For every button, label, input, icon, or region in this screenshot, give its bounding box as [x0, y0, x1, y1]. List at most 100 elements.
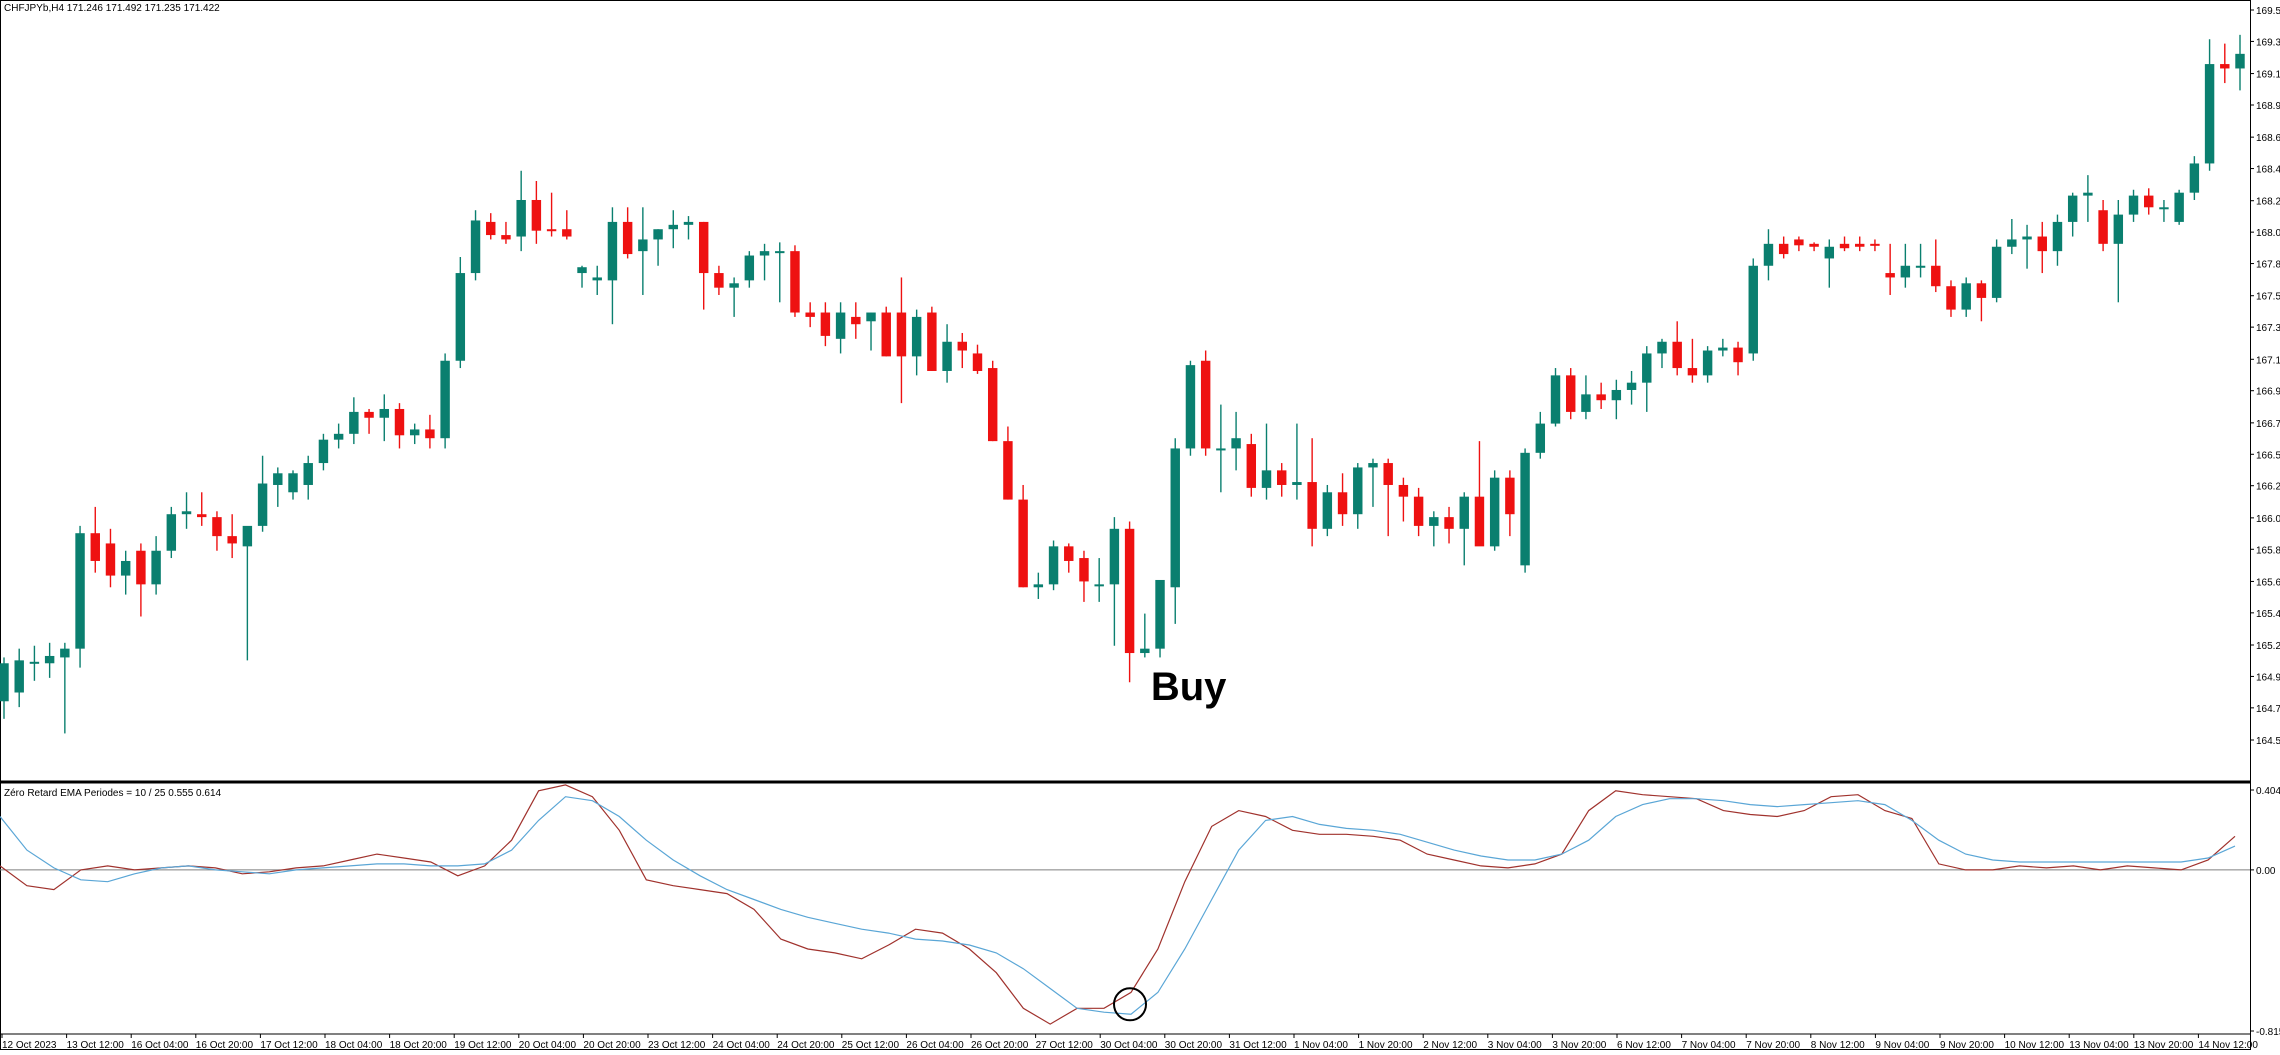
time-tick-label: 17 Oct 12:00 [260, 1040, 318, 1050]
candle-body [1550, 375, 1561, 424]
candle-body [1915, 265, 1926, 268]
candle-body [1079, 558, 1089, 582]
candle-body [90, 533, 100, 561]
candles-group [0, 34, 2245, 734]
time-tick-label: 6 Nov 12:00 [1617, 1040, 1671, 1050]
price-tick-label: 168.900 [2256, 101, 2280, 112]
time-tick-label: 18 Oct 04:00 [325, 1040, 383, 1050]
price-tick-label: 169.115 [2256, 70, 2280, 81]
candle-body [744, 255, 755, 281]
time-tick-label: 14 Nov 12:00 [2198, 1040, 2258, 1050]
time-tick-label: 24 Oct 20:00 [777, 1040, 835, 1050]
time-tick-label: 2 Nov 12:00 [1423, 1040, 1477, 1050]
time-tick-label: 24 Oct 04:00 [713, 1040, 771, 1050]
candle-body [1961, 283, 1971, 310]
time-tick-label: 9 Nov 04:00 [1875, 1040, 1929, 1050]
candle-body [1307, 482, 1317, 529]
candle-body [1718, 347, 1728, 351]
candle-body [2144, 195, 2154, 208]
candle-body [1094, 584, 1104, 587]
time-tick-label: 31 Oct 12:00 [1229, 1040, 1287, 1050]
candle-body [1353, 467, 1363, 515]
candle-body [1383, 463, 1393, 485]
candle-body [1505, 477, 1515, 515]
time-tick-label: 3 Nov 20:00 [1552, 1040, 1606, 1050]
candle-body [1839, 243, 1850, 249]
candle-body [1459, 496, 1469, 529]
candle-body [1413, 496, 1424, 526]
candle-body [151, 550, 161, 585]
candle-body [1824, 246, 1835, 259]
candle-body [1170, 448, 1180, 588]
candle-body [1687, 368, 1698, 376]
candle-body [2189, 163, 2200, 193]
candle-body [1048, 546, 1059, 585]
price-tick-label: 168.680 [2256, 133, 2280, 144]
candle-body [942, 341, 952, 371]
candle-body [486, 221, 496, 236]
candle-body [1246, 444, 1257, 488]
candle-body [1033, 584, 1044, 588]
candle-body [1064, 546, 1074, 561]
candle-body [1809, 243, 1819, 247]
candle-body [303, 463, 313, 485]
candle-body [1474, 496, 1485, 547]
candle-body [927, 312, 937, 371]
candle-body [1216, 448, 1226, 451]
symbol-header: CHFJPYb,H4 171.246 171.492 171.235 171.4… [4, 3, 220, 14]
candle-body [2067, 195, 2078, 222]
candle-body [2098, 210, 2108, 244]
price-tick-label: 166.945 [2256, 387, 2280, 398]
candle-body [562, 229, 572, 237]
candle-body [653, 229, 663, 240]
time-tick-label: 8 Nov 12:00 [1811, 1040, 1865, 1050]
time-tick-label: 12 Oct 2023 [2, 1040, 57, 1050]
time-tick-label: 16 Oct 04:00 [131, 1040, 189, 1050]
candle-body [1337, 492, 1348, 515]
candle-body [136, 550, 146, 585]
candle-body [2204, 64, 2215, 164]
candle-body [851, 316, 861, 325]
candle-body [1140, 648, 1150, 654]
candle-body [1900, 265, 1911, 278]
price-tick-label: 167.380 [2256, 323, 2280, 334]
price-tick-label: 167.595 [2256, 292, 2280, 303]
candle-body [2052, 221, 2063, 252]
candle-body [212, 517, 222, 537]
time-tick-label: 30 Oct 04:00 [1100, 1040, 1158, 1050]
candle-body [1520, 452, 1530, 566]
price-tick-label: 165.860 [2256, 545, 2280, 556]
time-tick-label: 26 Oct 04:00 [906, 1040, 964, 1050]
candle-body [1976, 283, 1987, 298]
candle-body [2083, 192, 2093, 196]
price-tick-label: 164.775 [2256, 704, 2280, 715]
crossover-marker [1113, 987, 1147, 1022]
candle-body [501, 235, 511, 240]
time-tick-label: 19 Oct 12:00 [454, 1040, 512, 1050]
candle-body [181, 511, 192, 515]
candle-body [2174, 192, 2184, 222]
candle-body [1672, 341, 1682, 369]
indicator-series-0 [0, 784, 2236, 1025]
time-tick-label: 13 Nov 04:00 [2069, 1040, 2129, 1050]
candle-body [1185, 365, 1196, 449]
candle-body [2128, 195, 2139, 215]
indicator-tick-label: 0.404 [2256, 786, 2280, 797]
candle-body [1322, 492, 1333, 529]
candle-body [1581, 394, 1591, 412]
price-tick-label: 167.815 [2256, 260, 2280, 271]
candle-body [1398, 484, 1409, 497]
candle-body [455, 273, 466, 361]
candle-body [1870, 243, 1880, 246]
candle-body [14, 660, 24, 693]
time-tick-label: 16 Oct 20:00 [196, 1040, 254, 1050]
time-tick-label: 1 Nov 04:00 [1294, 1040, 1348, 1050]
candle-body [835, 312, 846, 339]
candle-body [288, 473, 298, 493]
candle-body [805, 312, 815, 317]
candle-body [987, 368, 998, 442]
candle-body [1733, 347, 1743, 363]
